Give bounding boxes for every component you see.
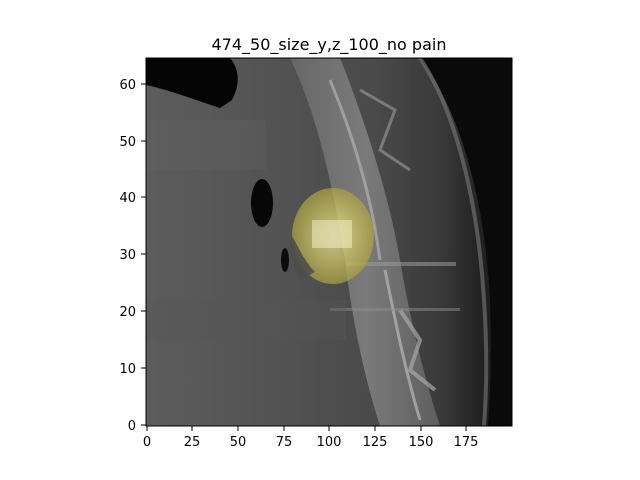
x-tick: 175 xyxy=(454,426,479,450)
y-tick-label: 40 xyxy=(119,191,136,206)
overlay-notch xyxy=(290,236,315,280)
y-tick-label: 0 xyxy=(128,419,136,434)
x-tick: 150 xyxy=(409,426,434,450)
airway-top xyxy=(146,58,238,108)
airway-dark-oval xyxy=(251,179,273,227)
y-tick-label: 50 xyxy=(119,135,136,150)
spinous-process-1 xyxy=(359,88,411,172)
y-tick-label: 30 xyxy=(119,248,136,263)
skin-outline xyxy=(418,58,489,426)
soft-tissue-band-2 xyxy=(146,300,346,340)
y-tick: 40 xyxy=(119,191,146,206)
y-tick: 60 xyxy=(119,78,146,93)
y-tick: 0 xyxy=(128,419,146,434)
x-tick-label: 175 xyxy=(454,435,479,450)
vertebral-edge-2 xyxy=(383,269,422,421)
soft-tissue-band xyxy=(146,120,266,170)
x-tick: 0 xyxy=(143,426,151,450)
y-tick-label: 10 xyxy=(119,362,136,377)
x-tick-label: 50 xyxy=(230,435,247,450)
x-tick: 50 xyxy=(230,426,247,450)
y-tick: 20 xyxy=(119,305,146,320)
spinous-process-2 xyxy=(398,308,437,392)
segmentation-overlay xyxy=(290,188,374,284)
disc-line-1 xyxy=(346,262,456,266)
x-tick-label: 150 xyxy=(409,435,434,450)
x-tick-label: 125 xyxy=(363,435,388,450)
y-axis: 0 10 20 30 40 50 60 xyxy=(119,78,146,434)
overlay-bright-core xyxy=(312,220,352,248)
disc-line-2 xyxy=(330,308,460,311)
y-tick: 10 xyxy=(119,362,146,377)
x-tick: 125 xyxy=(363,426,388,450)
x-tick-label: 75 xyxy=(276,435,293,450)
y-tick: 30 xyxy=(119,248,146,263)
airway-dark-small xyxy=(281,248,289,272)
body-edge-shadow xyxy=(420,58,512,426)
vertebral-edge-1 xyxy=(328,79,382,261)
x-tick-label: 100 xyxy=(317,435,342,450)
plot-title: 474_50_size_y,z_100_no pain xyxy=(212,35,447,55)
x-tick-label: 0 xyxy=(143,435,151,450)
y-tick: 50 xyxy=(119,135,146,150)
x-tick: 25 xyxy=(184,426,201,450)
y-tick-label: 60 xyxy=(119,78,136,93)
x-tick: 100 xyxy=(317,426,342,450)
x-tick: 75 xyxy=(276,426,293,450)
x-axis: 0 25 50 75 100 125 150 175 xyxy=(143,426,479,450)
y-tick-label: 20 xyxy=(119,305,136,320)
x-tick-label: 25 xyxy=(184,435,201,450)
ct-image xyxy=(146,58,512,426)
